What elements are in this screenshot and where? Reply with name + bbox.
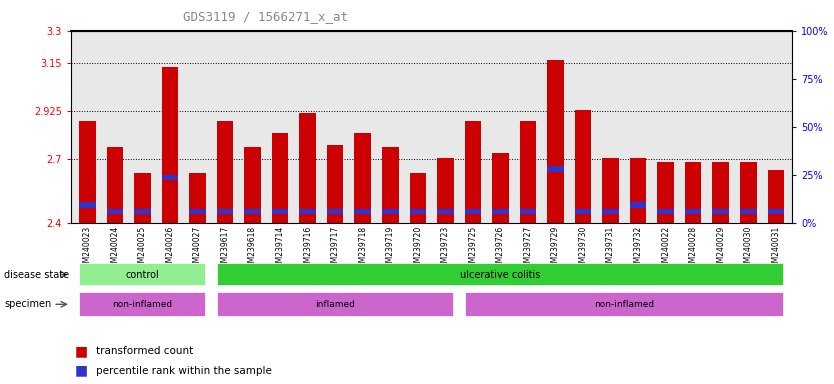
Text: transformed count: transformed count (96, 346, 193, 356)
Bar (520, 121, 536, 223)
Bar (272, 133, 289, 223)
Bar (382, 147, 399, 223)
Text: percentile rank within the sample: percentile rank within the sample (96, 366, 272, 376)
Bar (134, 172, 151, 223)
Bar (189, 172, 206, 223)
Bar (217, 121, 234, 223)
Bar (547, 60, 564, 223)
Bar (79, 292, 206, 317)
Bar (547, 166, 564, 172)
Bar (767, 209, 784, 214)
Bar (409, 172, 426, 223)
Bar (162, 67, 178, 223)
Bar (244, 209, 261, 214)
Bar (217, 209, 234, 214)
Bar (712, 209, 729, 214)
Bar (354, 209, 371, 214)
Bar (327, 145, 344, 223)
Text: ■: ■ (75, 344, 88, 358)
Text: non-inflamed: non-inflamed (113, 300, 173, 309)
Bar (520, 209, 536, 214)
Bar (79, 121, 96, 223)
Bar (740, 162, 756, 223)
Bar (767, 170, 784, 223)
Bar (437, 209, 454, 214)
Text: ■: ■ (75, 364, 88, 377)
Bar (299, 209, 316, 214)
Bar (492, 153, 509, 223)
Bar (657, 162, 674, 223)
Bar (162, 175, 178, 180)
Bar (465, 292, 784, 317)
Bar (134, 209, 151, 214)
Bar (630, 202, 646, 208)
Bar (492, 209, 509, 214)
Bar (465, 209, 481, 214)
Bar (657, 209, 674, 214)
Text: non-inflamed: non-inflamed (595, 300, 655, 309)
Text: GDS3119 / 1566271_x_at: GDS3119 / 1566271_x_at (183, 10, 349, 23)
Bar (602, 209, 619, 214)
Bar (354, 133, 371, 223)
Bar (630, 158, 646, 223)
Bar (382, 209, 399, 214)
Bar (79, 263, 206, 286)
Bar (272, 209, 289, 214)
Bar (189, 209, 206, 214)
Text: disease state: disease state (4, 270, 69, 280)
Bar (575, 110, 591, 223)
Bar (79, 202, 96, 208)
Bar (740, 209, 756, 214)
Bar (685, 209, 701, 214)
Bar (244, 147, 261, 223)
Bar (437, 158, 454, 223)
Bar (602, 158, 619, 223)
Bar (107, 147, 123, 223)
Text: control: control (126, 270, 159, 280)
Bar (712, 162, 729, 223)
Text: inflamed: inflamed (315, 300, 355, 309)
Bar (465, 121, 481, 223)
Bar (299, 113, 316, 223)
Bar (685, 162, 701, 223)
Bar (107, 209, 123, 214)
Bar (217, 292, 454, 317)
Bar (575, 209, 591, 214)
Bar (409, 209, 426, 214)
Text: ulcerative colitis: ulcerative colitis (460, 270, 540, 280)
Bar (327, 209, 344, 214)
Bar (217, 263, 784, 286)
Text: specimen: specimen (4, 299, 52, 309)
